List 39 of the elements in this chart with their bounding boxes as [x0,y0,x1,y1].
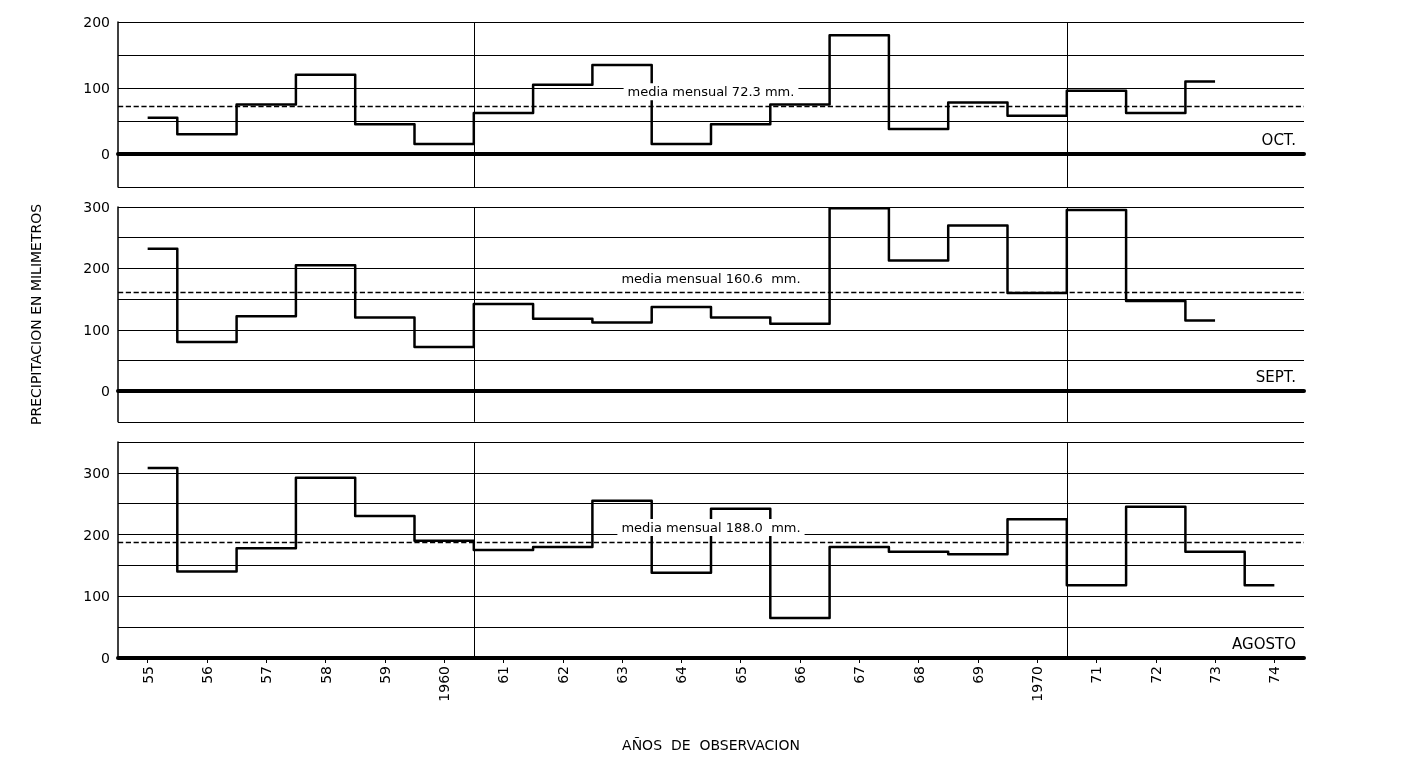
x-tick-label: 63 [614,666,631,684]
y-tick-label: 200 [83,14,110,30]
ref-line-label: media mensual 72.3 mm. [627,84,795,100]
y-tick-label: 100 [83,588,110,605]
y-tick-label: 200 [83,260,110,277]
x-tick-label: 62 [554,666,571,684]
x-tick-label: 59 [376,666,393,684]
y-tick-label: 100 [83,321,110,338]
y-tick-label: 300 [83,464,110,481]
x-tick-label: 1970 [1029,666,1046,702]
x-tick-label: 68 [910,666,927,684]
y-tick-label: 200 [83,526,110,543]
x-tick-label: 65 [732,666,749,684]
x-tick-label: 69 [969,666,986,684]
y-tick-label: 300 [83,199,110,215]
x-tick-label: 66 [791,665,808,684]
y-tick-label: 0 [101,650,110,666]
x-tick-label: 73 [1207,666,1224,684]
x-tick-label: 67 [851,666,868,684]
text: AGOSTO [1232,634,1296,653]
x-tick-label: 74 [1266,665,1283,684]
x-tick-label: 71 [1088,666,1105,684]
text: SEPT. [1255,367,1297,386]
y-axis-title: PRECIPITACION EN MILIMETROS [28,203,44,425]
x-tick-label: 61 [495,666,512,684]
x-tick-label: 57 [258,666,275,684]
x-axis-title: AÑOS DE OBSERVACION [622,737,800,753]
text: OCT. [1261,130,1297,149]
ref-line-label: media mensual 188.0 mm. [621,519,801,535]
y-tick-label: 0 [101,383,110,400]
x-tick-label: 56 [198,665,215,684]
y-tick-label: 100 [83,80,110,96]
x-tick-label: 55 [139,666,156,684]
ref-line-label: media mensual 160.6 mm. [621,270,801,286]
x-tick-label: 1960 [436,666,453,702]
y-tick-label: 0 [101,146,110,162]
x-tick-label: 64 [673,665,690,684]
x-tick-label: 58 [317,666,334,684]
x-tick-label: 72 [1147,666,1164,684]
